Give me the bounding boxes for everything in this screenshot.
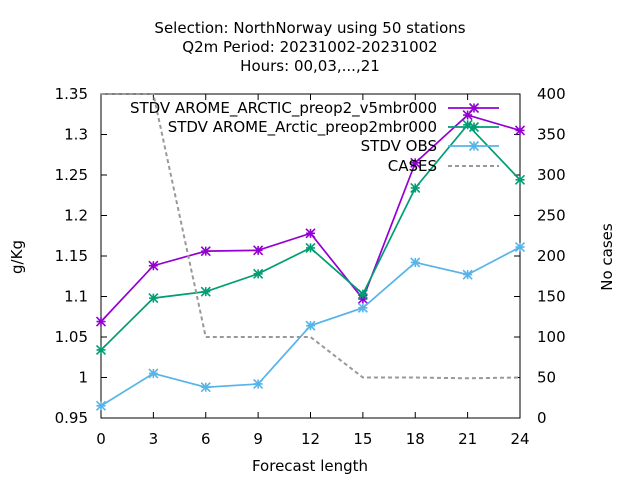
y-tick-label: 1.15 [55, 247, 88, 265]
y2-tick-label: 50 [537, 369, 556, 387]
y2-tick-label: 0 [537, 409, 547, 427]
data-point [462, 119, 473, 130]
data-point [95, 316, 107, 327]
legend-label-1: STDV AROME_Arctic_preop2mbr000 [168, 118, 437, 137]
y-tick-label: 1.35 [55, 85, 88, 103]
y2-axis-label: No cases [598, 223, 616, 291]
title-line-1: Selection: NorthNorway using 50 stations [154, 19, 465, 37]
x-tick-label: 9 [253, 430, 263, 448]
series-line-3 [101, 93, 521, 380]
y2-tick-label: 400 [537, 85, 566, 103]
data-point [148, 368, 159, 379]
data-point [462, 109, 473, 121]
x-tick-label: 21 [458, 430, 477, 448]
y2-tick-label: 150 [537, 288, 566, 306]
data-point [148, 260, 159, 271]
plot-area: 0 3 6 9 12 15 18 21 24 0.95 1 1.05 1.1 1.15 1.2 1.25 1.3… [55, 85, 566, 448]
data-point [95, 344, 107, 356]
title-line-2: Q2m Period: 20231002-20231002 [182, 38, 437, 56]
y-tick-label: 1.1 [64, 288, 88, 306]
y2-tick-label: 200 [537, 247, 566, 265]
data-point [410, 182, 421, 194]
y-tick-label: 1 [78, 369, 88, 387]
x-tick-label: 3 [149, 430, 159, 448]
y-tick-label: 1.3 [64, 126, 88, 144]
y2-tick-label: 250 [537, 207, 566, 225]
data-point [305, 228, 316, 239]
y2-tick-label: 350 [537, 126, 566, 144]
legend-marker-0 [468, 102, 480, 114]
data-point [514, 242, 526, 253]
data-point [462, 269, 473, 280]
x-tick-label: 24 [510, 430, 529, 448]
x-axis-label: Forecast length [252, 457, 368, 475]
x-tick-label: 15 [353, 430, 372, 448]
data-point [357, 293, 368, 304]
y-tick-label: 1.05 [55, 328, 88, 346]
legend-marker-2 [468, 140, 480, 152]
data-point [305, 320, 316, 331]
data-point [200, 246, 211, 257]
legend-label-2: STDV OBS [361, 137, 437, 155]
y-tick-label: 0.95 [55, 409, 88, 427]
x-tick-label: 6 [201, 430, 211, 448]
x-tick-label: 18 [406, 430, 425, 448]
data-point [357, 302, 368, 313]
chart-title: Selection: NorthNorway using 50 stations… [154, 19, 465, 75]
data-point [253, 245, 264, 256]
data-point [357, 289, 368, 300]
data-point [95, 400, 107, 411]
data-point [253, 378, 264, 390]
legend-label-3: CASES [388, 157, 437, 175]
data-point [200, 382, 211, 393]
y-tick-label: 1.2 [64, 207, 88, 225]
y2-tick-label: 300 [537, 166, 566, 184]
data-point [410, 257, 421, 268]
plot-border [100, 93, 521, 419]
y-tick-label: 1.25 [55, 166, 88, 184]
data-point [410, 157, 421, 168]
x-tick-label: 12 [301, 430, 320, 448]
data-point [305, 242, 316, 253]
data-point [148, 293, 159, 304]
data-point [514, 174, 526, 185]
y-axis-label: g/Kg [8, 240, 26, 274]
y2-tick-label: 100 [537, 328, 566, 346]
x-tick-label: 0 [96, 430, 106, 448]
data-point [200, 286, 211, 297]
legend-label-0: STDV AROME_ARCTIC_preop2_v5mbr000 [130, 99, 437, 118]
data-point [514, 125, 526, 136]
data-point [253, 268, 264, 279]
legend-marker-1 [468, 121, 480, 133]
title-line-3: Hours: 00,03,...,21 [240, 57, 380, 75]
